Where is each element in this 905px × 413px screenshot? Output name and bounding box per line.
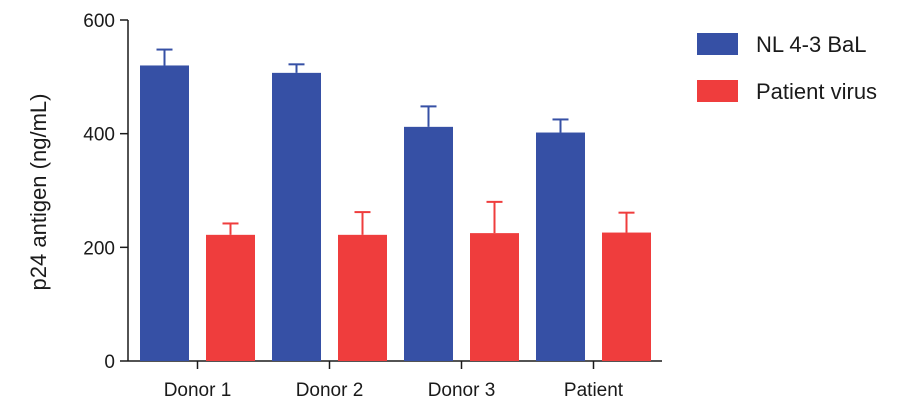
y-tick-label: 0 <box>104 352 115 373</box>
tick-labels: 0 200 400 600 Donor 1 Donor 2 Donor 3 Patient <box>83 11 623 401</box>
y-axis-title: p24 antigen (ng/mL) <box>26 94 51 291</box>
legend-label: Patient virus <box>756 79 877 104</box>
x-category-label: Donor 2 <box>296 380 364 401</box>
y-tick-label: 200 <box>83 238 115 259</box>
x-category-label: Donor 1 <box>164 380 232 401</box>
bar-nl43bal <box>272 72 321 361</box>
bar-patient-virus <box>338 234 387 361</box>
legend-label: NL 4-3 BaL <box>756 32 866 57</box>
y-tick-label: 400 <box>83 125 115 146</box>
x-category-label: Donor 3 <box>428 380 496 401</box>
bar-patient-virus <box>470 233 519 361</box>
bar-patient-virus <box>602 232 651 361</box>
bars <box>140 48 651 361</box>
legend-swatch <box>697 80 738 102</box>
x-category-label: Patient <box>564 380 624 401</box>
bar-nl43bal <box>404 126 453 361</box>
y-tick-label: 600 <box>83 11 115 32</box>
legend: NL 4-3 BaL Patient virus <box>697 32 877 104</box>
legend-swatch <box>697 33 738 55</box>
bar-patient-virus <box>206 234 255 361</box>
bar-nl43bal <box>536 132 585 361</box>
bar-nl43bal <box>140 65 189 361</box>
